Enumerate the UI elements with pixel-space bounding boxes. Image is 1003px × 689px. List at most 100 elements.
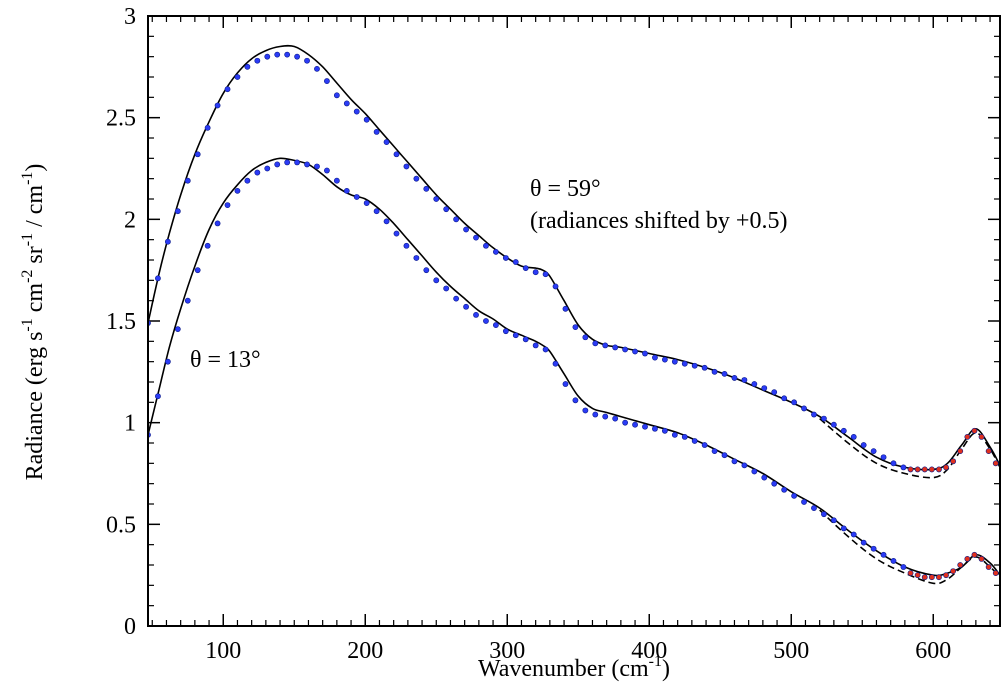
- data-point: [473, 311, 479, 318]
- data-point: [661, 427, 668, 434]
- data-point: [761, 385, 768, 391]
- data-point: [632, 421, 638, 428]
- data-point: [971, 427, 978, 434]
- x-tick-label: 100: [205, 638, 241, 664]
- data-point: [194, 151, 201, 158]
- data-point: [711, 368, 718, 375]
- data-point: [771, 389, 778, 396]
- data-point: [562, 305, 569, 312]
- data-point: [921, 466, 928, 473]
- data-point: [761, 474, 768, 481]
- plot-frame: [147, 15, 1001, 627]
- y-tick-label: 2.5: [106, 106, 136, 132]
- data-point: [850, 531, 857, 538]
- data-point: [751, 381, 758, 387]
- data-point: [985, 564, 992, 570]
- data-point: [155, 393, 161, 400]
- data-point: [850, 433, 857, 440]
- data-point: [522, 336, 529, 343]
- data-point: [992, 460, 999, 467]
- x-tick-label: 600: [915, 638, 951, 664]
- data-point: [353, 194, 360, 200]
- data-point: [751, 468, 758, 475]
- data-point: [821, 415, 827, 422]
- data-point: [483, 242, 489, 249]
- data-point: [681, 360, 688, 367]
- data-point: [274, 161, 281, 168]
- data-point: [522, 265, 529, 272]
- data-point: [582, 407, 589, 414]
- data-point: [373, 128, 380, 135]
- data-point: [403, 242, 410, 249]
- x-tick-label: 400: [631, 638, 667, 664]
- data-point: [244, 177, 251, 184]
- data-point: [184, 297, 191, 304]
- data-point: [343, 100, 350, 107]
- data-point: [155, 275, 161, 282]
- data-point: [914, 572, 921, 579]
- data-point: [612, 415, 619, 422]
- data-point: [671, 358, 678, 365]
- model-line: [148, 44, 1000, 471]
- data-point: [731, 458, 738, 465]
- data-point: [393, 151, 400, 158]
- data-point: [552, 360, 559, 367]
- data-point: [502, 328, 509, 335]
- data-point: [721, 452, 728, 459]
- data-point: [671, 431, 678, 438]
- data-point: [294, 159, 300, 166]
- data-point: [473, 234, 479, 241]
- data-point: [622, 346, 629, 353]
- data-point: [928, 466, 935, 473]
- data-point: [781, 486, 788, 493]
- data-point: [314, 163, 320, 170]
- data-point: [840, 525, 847, 532]
- data-point: [870, 448, 877, 455]
- data-point: [492, 322, 499, 328]
- data-point: [343, 187, 350, 194]
- y-tick-label: 0: [124, 614, 136, 640]
- data-point: [691, 438, 698, 444]
- data-point: [840, 427, 847, 434]
- data-point: [943, 464, 949, 471]
- data-point: [642, 350, 648, 357]
- data-point: [333, 92, 340, 99]
- data-point: [870, 545, 877, 552]
- data-point: [413, 255, 420, 261]
- data-point: [880, 454, 887, 461]
- data-point: [992, 570, 999, 577]
- data-point: [978, 433, 985, 440]
- data-point: [950, 458, 957, 465]
- data-point: [721, 370, 728, 377]
- data-point: [274, 51, 281, 58]
- data-point: [363, 200, 370, 206]
- data-point: [890, 460, 897, 467]
- data-point: [502, 255, 509, 261]
- data-point: [741, 377, 748, 383]
- data-point: [731, 375, 738, 381]
- data-point: [830, 517, 837, 524]
- data-point: [304, 161, 310, 168]
- data-point: [900, 464, 907, 471]
- annotation-shift-note: (radiances shifted by +0.5): [530, 208, 787, 234]
- data-point: [383, 139, 390, 145]
- data-point: [811, 505, 817, 511]
- data-point: [254, 57, 261, 64]
- annotation-theta-13: θ = 13°: [190, 347, 261, 373]
- data-point: [985, 448, 992, 455]
- data-point: [652, 354, 658, 361]
- data-series: [148, 44, 1000, 585]
- data-point: [194, 267, 201, 274]
- data-point: [483, 318, 489, 324]
- data-point: [224, 202, 231, 208]
- data-point: [632, 348, 638, 355]
- data-point: [423, 185, 430, 192]
- data-point: [492, 248, 499, 255]
- x-tick-label: 300: [489, 638, 525, 664]
- data-point: [701, 442, 708, 448]
- data-point: [572, 324, 579, 330]
- data-point: [943, 572, 949, 579]
- data-point: [184, 177, 191, 184]
- data-point: [592, 340, 599, 347]
